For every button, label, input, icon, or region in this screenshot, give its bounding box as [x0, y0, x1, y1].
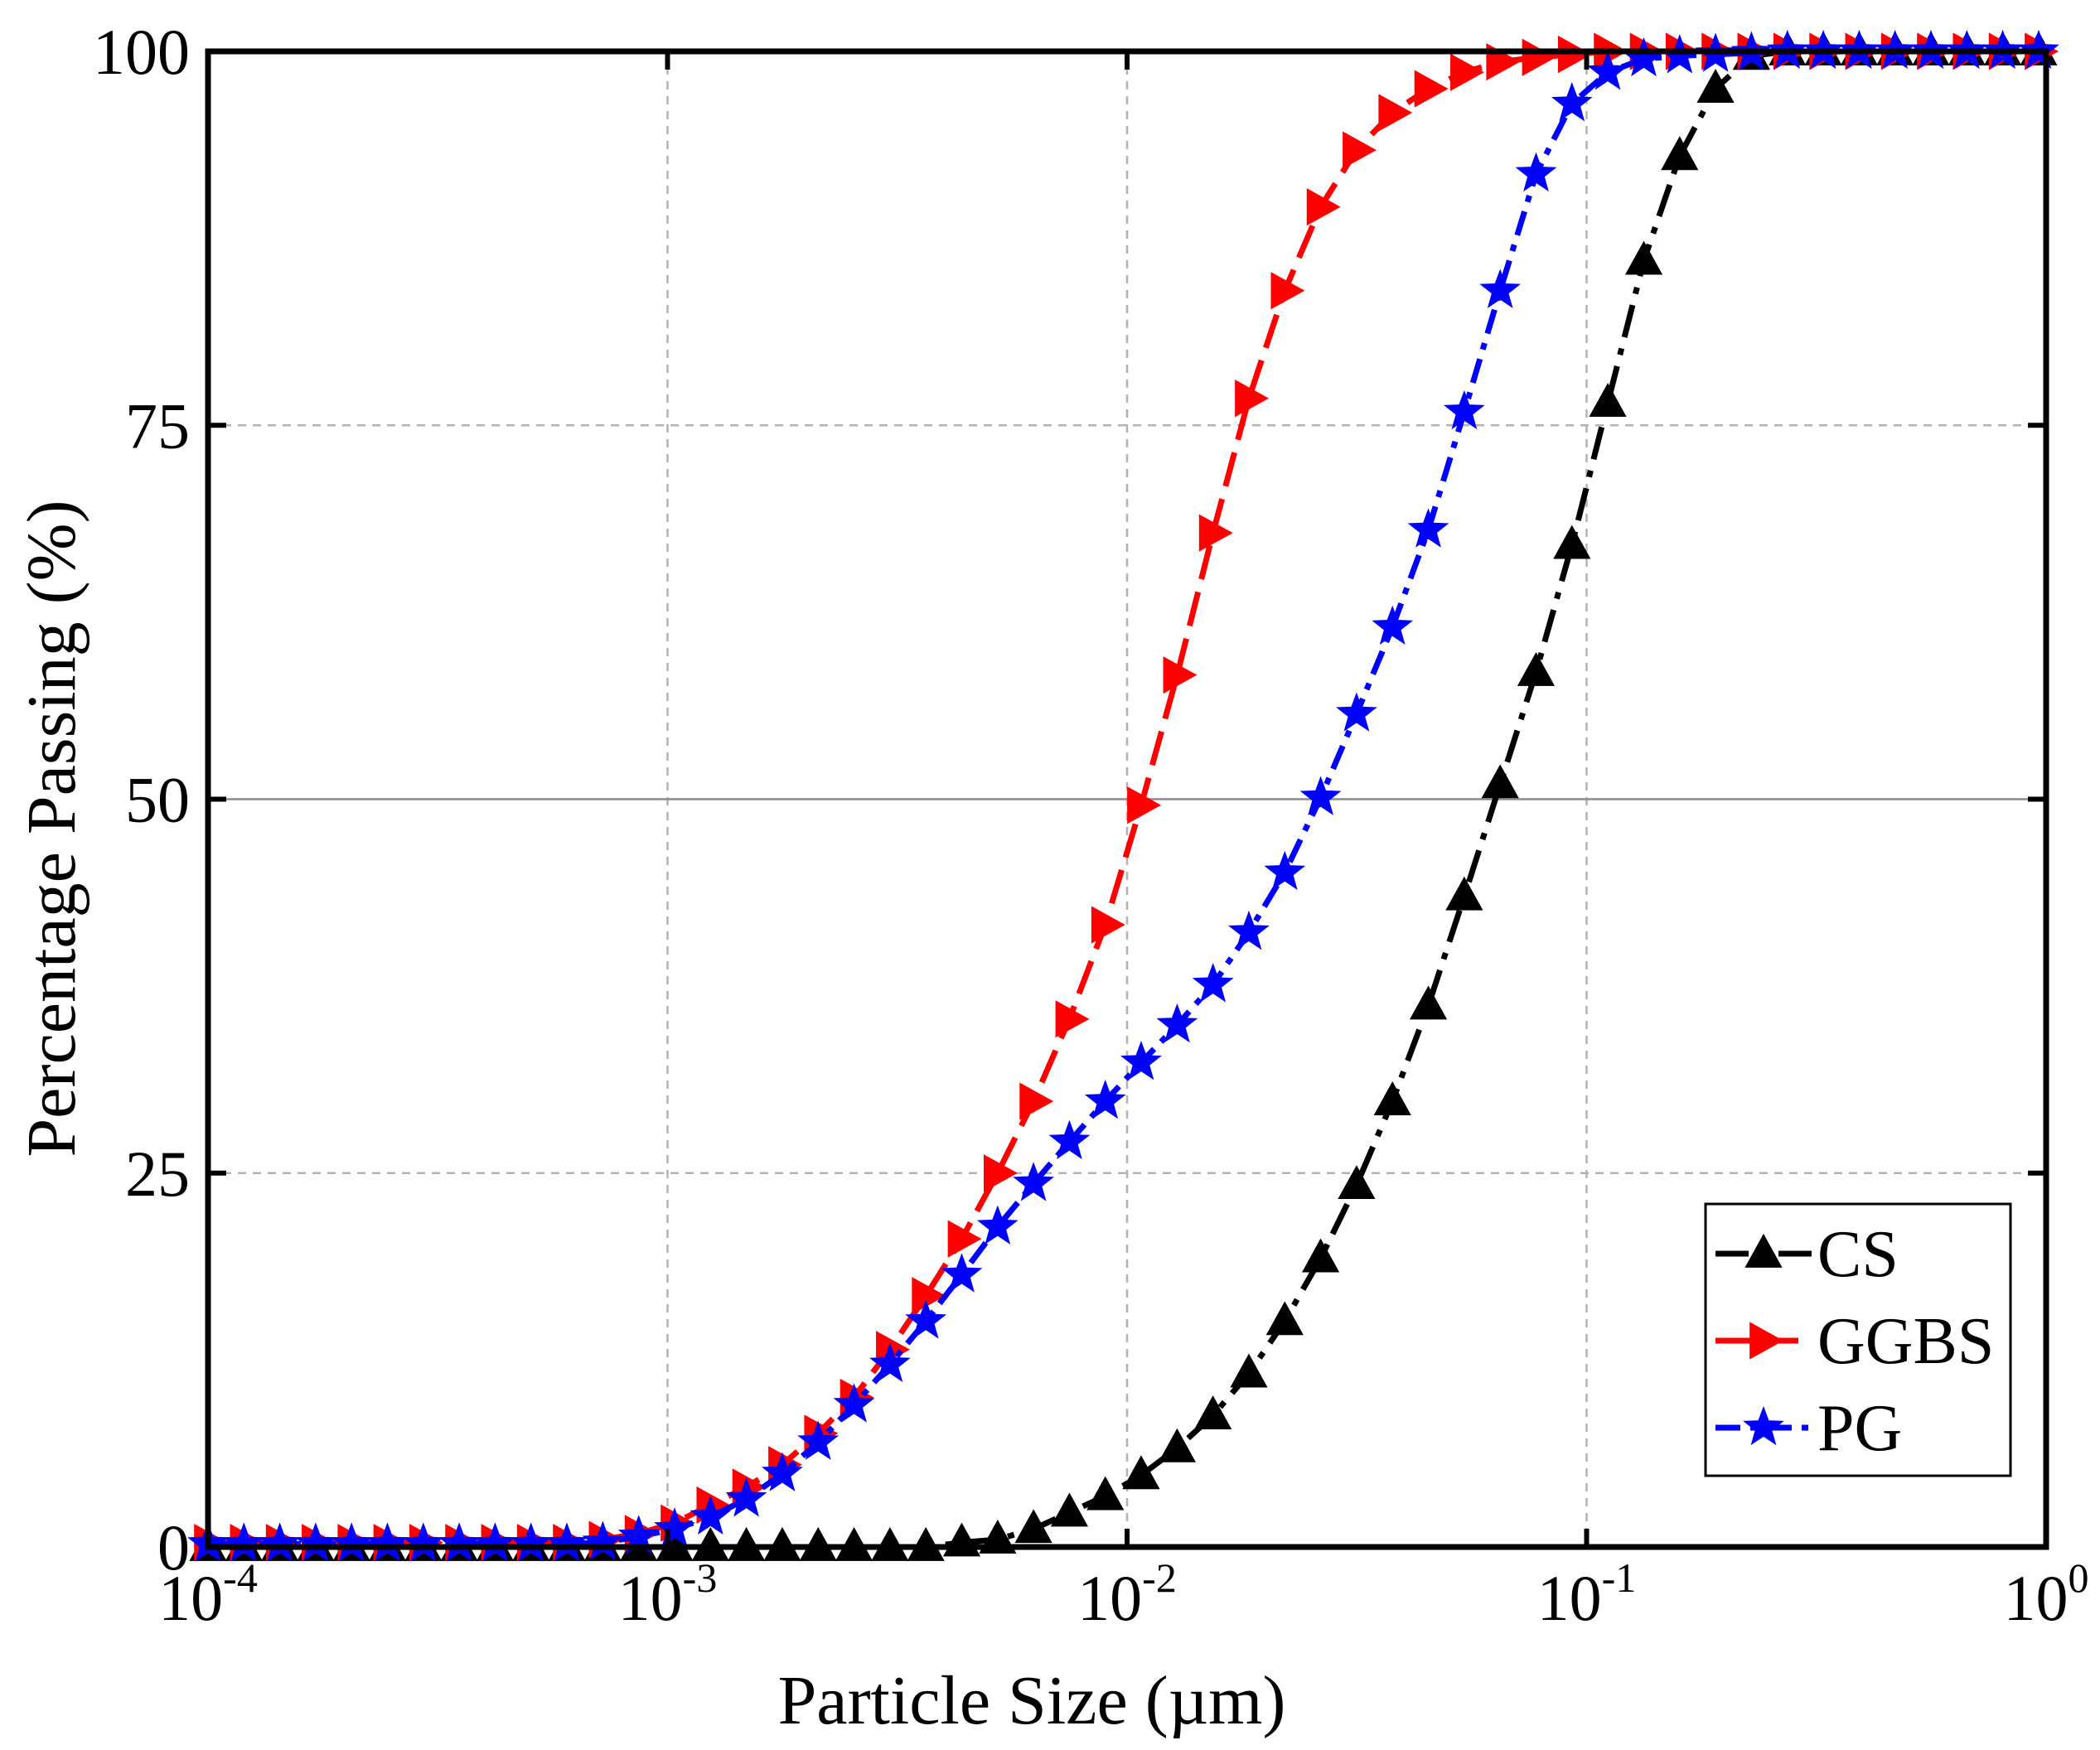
data-point-cs — [1517, 652, 1556, 686]
x-tick-label: 100 — [2004, 1554, 2089, 1634]
data-point-cs — [1122, 1455, 1160, 1490]
data-point-pg — [1120, 1041, 1162, 1080]
data-point-cs — [1445, 876, 1483, 911]
data-point-pg — [1587, 51, 1628, 90]
x-axis-title: Particle Size (µm) — [778, 1662, 1286, 1739]
data-point-pg — [905, 1299, 947, 1339]
data-point-ggbs — [1055, 1000, 1090, 1038]
data-point-pg — [331, 1522, 373, 1562]
data-point-cs — [1338, 1165, 1376, 1200]
data-point-pg — [1013, 1162, 1054, 1201]
y-tick-label: 0 — [157, 1511, 190, 1583]
data-point-cs — [1086, 1476, 1125, 1511]
data-point-ggbs — [1270, 272, 1305, 310]
series-line-cs — [208, 48, 2039, 1550]
data-point-pg — [1264, 850, 1306, 891]
data-point-pg — [295, 1522, 336, 1562]
data-point-cs — [1158, 1428, 1196, 1462]
data-point-pg — [223, 1522, 265, 1562]
y-tick-label: 50 — [125, 764, 190, 836]
data-point-ggbs — [1163, 656, 1198, 694]
data-point-ggbs — [1235, 379, 1270, 418]
data-point-pg — [976, 1205, 1019, 1245]
data-point-cs — [1481, 764, 1519, 799]
data-point-pg — [833, 1383, 875, 1423]
data-point-pg — [1407, 508, 1449, 548]
data-point-pg — [941, 1253, 983, 1293]
data-point-ggbs — [1378, 94, 1413, 132]
y-tick-label: 75 — [125, 389, 190, 462]
legend-label-ggbs: GGBS — [1817, 1305, 1994, 1378]
data-point-ggbs — [1343, 131, 1377, 169]
data-point-ggbs — [1450, 53, 1484, 91]
data-point-cs — [1265, 1301, 1304, 1336]
legend-label-cs: CS — [1817, 1218, 1899, 1291]
data-point-cs — [1230, 1353, 1268, 1388]
data-point-cs — [1553, 525, 1591, 559]
legend: CS GGBS PG — [1704, 1202, 2012, 1477]
data-point-ggbs — [912, 1277, 946, 1315]
data-point-ggbs — [1019, 1082, 1054, 1120]
data-point-cs — [1661, 136, 1699, 171]
legend-marker-pg — [1743, 1405, 1784, 1446]
data-point-pg — [1299, 776, 1342, 815]
data-point-pg — [869, 1342, 911, 1382]
data-point-pg — [438, 1522, 481, 1562]
data-point-pg — [1372, 605, 1414, 645]
data-point-pg — [1084, 1079, 1126, 1119]
data-point-ggbs — [947, 1220, 982, 1258]
data-point-pg — [1479, 268, 1522, 308]
data-point-pg — [762, 1452, 803, 1491]
y-tick-label: 25 — [125, 1138, 190, 1210]
data-point-ggbs — [1557, 36, 1592, 74]
data-point-pg — [1443, 389, 1485, 430]
x-tick-label: 10-4 — [158, 1554, 258, 1634]
data-point-pg — [366, 1522, 409, 1562]
data-point-pg — [259, 1522, 301, 1562]
data-point-pg — [1515, 152, 1557, 192]
data-point-ggbs — [1091, 906, 1125, 944]
data-point-pg — [1551, 82, 1593, 122]
data-point-pg — [1156, 1003, 1198, 1043]
legend-marker-ggbs — [1749, 1322, 1784, 1360]
data-point-cs — [1194, 1395, 1232, 1429]
data-point-pg — [725, 1477, 767, 1517]
data-point-ggbs — [983, 1154, 1018, 1192]
data-point-ggbs — [1414, 70, 1449, 108]
x-tick-label: 10-3 — [618, 1554, 718, 1634]
data-point-pg — [546, 1522, 588, 1562]
data-point-pg — [1336, 692, 1377, 732]
data-point-cs — [1050, 1492, 1089, 1527]
data-point-cs — [1409, 985, 1448, 1020]
data-point-cs — [1014, 1509, 1052, 1544]
data-point-ggbs — [1306, 188, 1341, 226]
data-point-cs — [1373, 1081, 1411, 1115]
data-point-cs — [1589, 383, 1627, 418]
x-tick-label: 10-1 — [1537, 1554, 1637, 1634]
data-point-ggbs — [1198, 514, 1233, 552]
data-point-pg — [510, 1522, 552, 1562]
data-point-pg — [797, 1420, 840, 1460]
data-point-pg — [690, 1495, 732, 1535]
data-point-pg — [474, 1522, 516, 1562]
data-point-pg — [1228, 910, 1270, 950]
legend-marker-cs — [1744, 1233, 1783, 1268]
y-tick-label: 100 — [93, 16, 190, 88]
data-point-pg — [654, 1507, 695, 1547]
data-point-pg — [402, 1522, 444, 1562]
x-tick-label: 10-2 — [1077, 1554, 1177, 1634]
data-point-pg — [582, 1520, 624, 1560]
grid — [208, 51, 2046, 1547]
y-axis-title: Percentage Passing (%) — [13, 500, 90, 1157]
legend-label-pg: PG — [1817, 1392, 1902, 1465]
data-point-cs — [1624, 240, 1663, 275]
axes: 10-4 10-3 10-2 10-1 100 0 25 50 75 100 — [93, 16, 2089, 1634]
data-point-ggbs — [1127, 786, 1162, 824]
data-point-pg — [1192, 963, 1234, 1003]
data-point-pg — [1048, 1119, 1091, 1160]
data-point-cs — [1302, 1238, 1340, 1273]
data-point-cs — [1696, 69, 1735, 103]
